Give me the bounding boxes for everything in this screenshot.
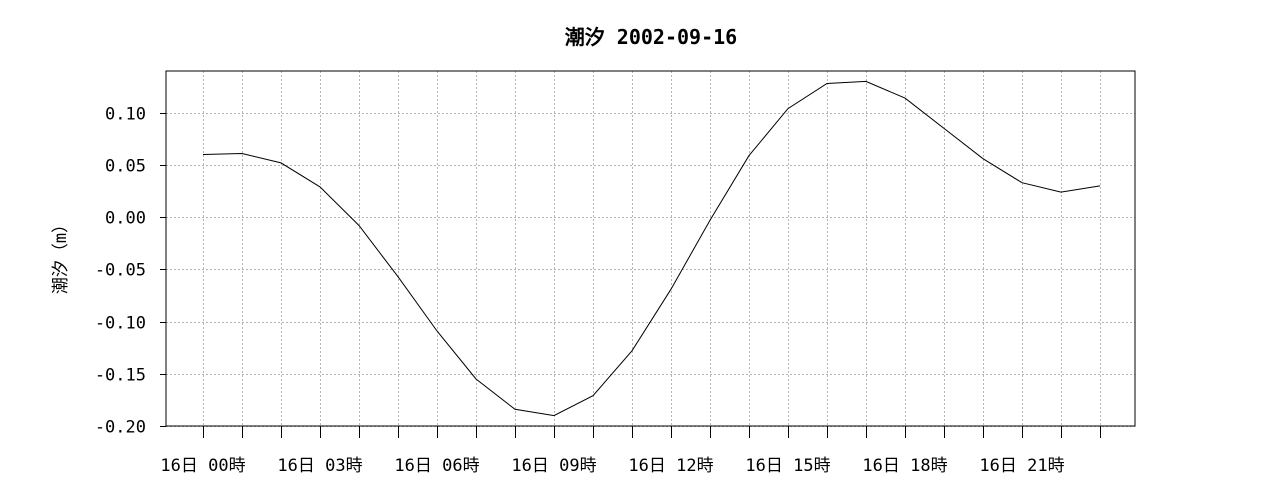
data-point <box>943 127 945 129</box>
data-point <box>358 224 360 226</box>
y-axis-ticks: -0.20 -0.15 -0.10 -0.05 0.00 0.05 0.10 <box>95 105 166 438</box>
x-tick-label: 16日 18時 <box>862 456 947 476</box>
y-tick-label: -0.20 <box>95 418 146 438</box>
data-point <box>553 414 555 416</box>
x-tick-label: 16日 06時 <box>394 456 479 476</box>
data-point <box>592 395 594 397</box>
x-axis-ticks: 16日 00時 16日 03時 16日 06時 16日 09時 16日 12時 16日 1… <box>160 426 1101 476</box>
plot-frame <box>165 70 1136 427</box>
data-point <box>1021 182 1023 184</box>
x-tick-label: 16日 21時 <box>979 456 1064 476</box>
y-tick-label: 0.00 <box>105 209 146 229</box>
data-point <box>514 408 516 410</box>
x-tick-label: 16日 15時 <box>745 456 830 476</box>
data-point <box>397 276 399 278</box>
y-tick-label: -0.05 <box>95 261 146 281</box>
data-point <box>865 80 867 82</box>
y-tick-label: -0.10 <box>95 314 146 334</box>
data-point <box>826 82 828 84</box>
data-point <box>904 97 906 99</box>
grid-lines <box>166 71 1135 427</box>
data-point <box>1099 185 1101 187</box>
data-point <box>982 158 984 160</box>
y-axis-label: 潮汐（m） <box>51 216 71 294</box>
data-point <box>748 154 750 156</box>
data-point <box>241 152 243 154</box>
x-tick-label: 16日 03時 <box>277 456 362 476</box>
data-point <box>280 162 282 164</box>
chart-title: 潮汐 2002-09-16 <box>565 25 737 49</box>
x-tick-label: 16日 00時 <box>160 456 245 476</box>
series-layer <box>202 80 1101 417</box>
x-tick-label: 16日 12時 <box>628 456 713 476</box>
y-tick-label: 0.10 <box>105 105 146 125</box>
data-point <box>670 288 672 290</box>
tide-series-line <box>202 80 1101 417</box>
data-point <box>631 350 633 352</box>
data-point <box>787 107 789 109</box>
data-point <box>202 153 204 155</box>
data-point <box>319 186 321 188</box>
data-point <box>1060 191 1062 193</box>
y-tick-label: 0.05 <box>105 157 146 177</box>
data-point <box>475 378 477 380</box>
data-point <box>436 330 438 332</box>
data-point <box>709 219 711 221</box>
x-tick-label: 16日 09時 <box>511 456 596 476</box>
y-tick-label: -0.15 <box>95 366 146 386</box>
